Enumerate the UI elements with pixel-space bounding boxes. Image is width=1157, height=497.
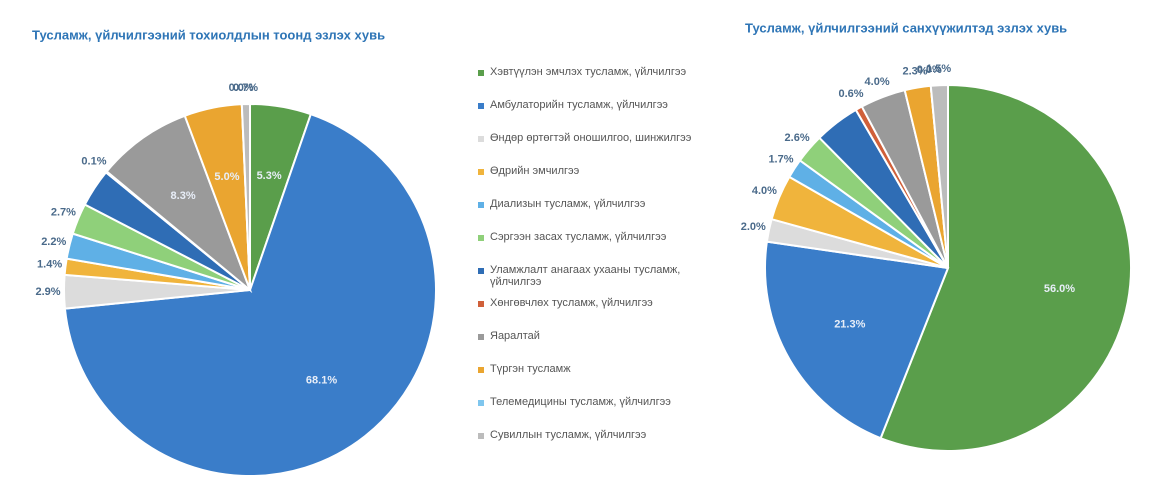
legend-item: Диализын тусламж, үйлчилгээ (478, 198, 713, 231)
legend-item: Сувиллын тусламж, үйлчилгээ (478, 429, 713, 462)
legend-label: Түргэн тусламж (490, 363, 571, 375)
legend-label: Өндөр өртөгтэй оношилгоо, шинжилгээ (490, 132, 692, 144)
legend-label: Сэргээн засах тусламж, үйлчилгээ (490, 231, 667, 243)
legend-item: Түргэн тусламж (478, 363, 713, 396)
legend-swatch (478, 103, 484, 109)
legend-item: Хэвтүүлэн эмчлэх тусламж, үйлчилгээ (478, 66, 713, 99)
pie-slice (879, 83, 1132, 452)
data-label: 2.2% (41, 236, 66, 248)
data-label: 56.0% (1044, 283, 1075, 295)
data-label: 4.0% (865, 76, 890, 88)
data-label: 8.3% (171, 190, 196, 202)
data-label: 1.7% (768, 154, 793, 166)
data-label: 0.0% (917, 64, 942, 76)
data-label: 2.0% (741, 221, 766, 233)
legend-item: Уламжлалт анагаах ухааны тусламж, үйлчил… (478, 264, 713, 297)
data-label: 4.0% (752, 185, 777, 197)
data-label: 1.4% (37, 259, 62, 271)
data-label: 5.3% (257, 170, 282, 182)
pie-slice (929, 83, 949, 269)
legend-swatch (478, 136, 484, 142)
legend-item: Хөнгөвчлөх тусламж, үйлчилгээ (478, 297, 713, 330)
legend-label: Амбулаторийн тусламж, үйлчилгээ (490, 99, 668, 111)
legend-swatch (478, 400, 484, 406)
legend-swatch (478, 235, 484, 241)
legend-label: Хөнгөвчлөх тусламж, үйлчилгээ (490, 297, 653, 309)
legend-item: Өндөр өртөгтэй оношилгоо, шинжилгээ (478, 132, 713, 165)
legend-item: Телемедицины тусламж, үйлчилгээ (478, 396, 713, 429)
data-label: 2.3% (902, 66, 927, 78)
legend-swatch (478, 202, 484, 208)
legend-swatch (478, 268, 484, 274)
data-label: 2.6% (785, 132, 810, 144)
legend-label: Уламжлалт анагаах ухааны тусламж, үйлчил… (490, 264, 681, 288)
legend-label: Диализын тусламж, үйлчилгээ (490, 198, 646, 210)
legend-label: Сувиллын тусламж, үйлчилгээ (490, 429, 647, 441)
legend-item: Өдрийн эмчилгээ (478, 165, 713, 198)
legend-label: Өдрийн эмчилгээ (490, 165, 580, 177)
legend-swatch (478, 334, 484, 340)
legend-label: Телемедицины тусламж, үйлчилгээ (490, 396, 671, 408)
legend-item: Яаралтай (478, 330, 713, 363)
data-label: 68.1% (306, 374, 337, 386)
legend-item: Амбулаторийн тусламж, үйлчилгээ (478, 99, 713, 132)
legend-label: Яаралтай (490, 330, 540, 342)
pie-slice (764, 240, 950, 440)
pie-slice (63, 112, 437, 477)
legend-item: Сэргээн засах тусламж, үйлчилгээ (478, 231, 713, 264)
legend-swatch (478, 301, 484, 307)
data-label: 0.1% (81, 156, 106, 168)
legend-swatch (478, 70, 484, 76)
chart-title: Тусламж, үйлчилгээний санхүүжилтэд эзлэх… (745, 20, 1067, 35)
pie-slice (105, 114, 253, 294)
data-label: 1.5% (926, 63, 951, 75)
legend-swatch (478, 169, 484, 175)
legend-swatch (478, 367, 484, 373)
data-label: 0.0% (229, 82, 254, 94)
data-label: 0.7% (233, 82, 258, 94)
chart-title: Тусламж, үйлчилгээний тохиолдлын тоонд э… (32, 27, 385, 42)
data-label: 5.0% (214, 171, 239, 183)
legend-swatch (478, 433, 484, 439)
data-label: 2.9% (35, 286, 60, 298)
data-label: 0.6% (838, 88, 863, 100)
data-label: 2.7% (51, 207, 76, 219)
legend: Хэвтүүлэн эмчлэх тусламж, үйлчилгээ Амбул… (478, 66, 713, 462)
data-label: 21.3% (834, 319, 865, 331)
legend-label: Хэвтүүлэн эмчлэх тусламж, үйлчилгээ (490, 66, 687, 78)
pie-slice (240, 102, 251, 291)
